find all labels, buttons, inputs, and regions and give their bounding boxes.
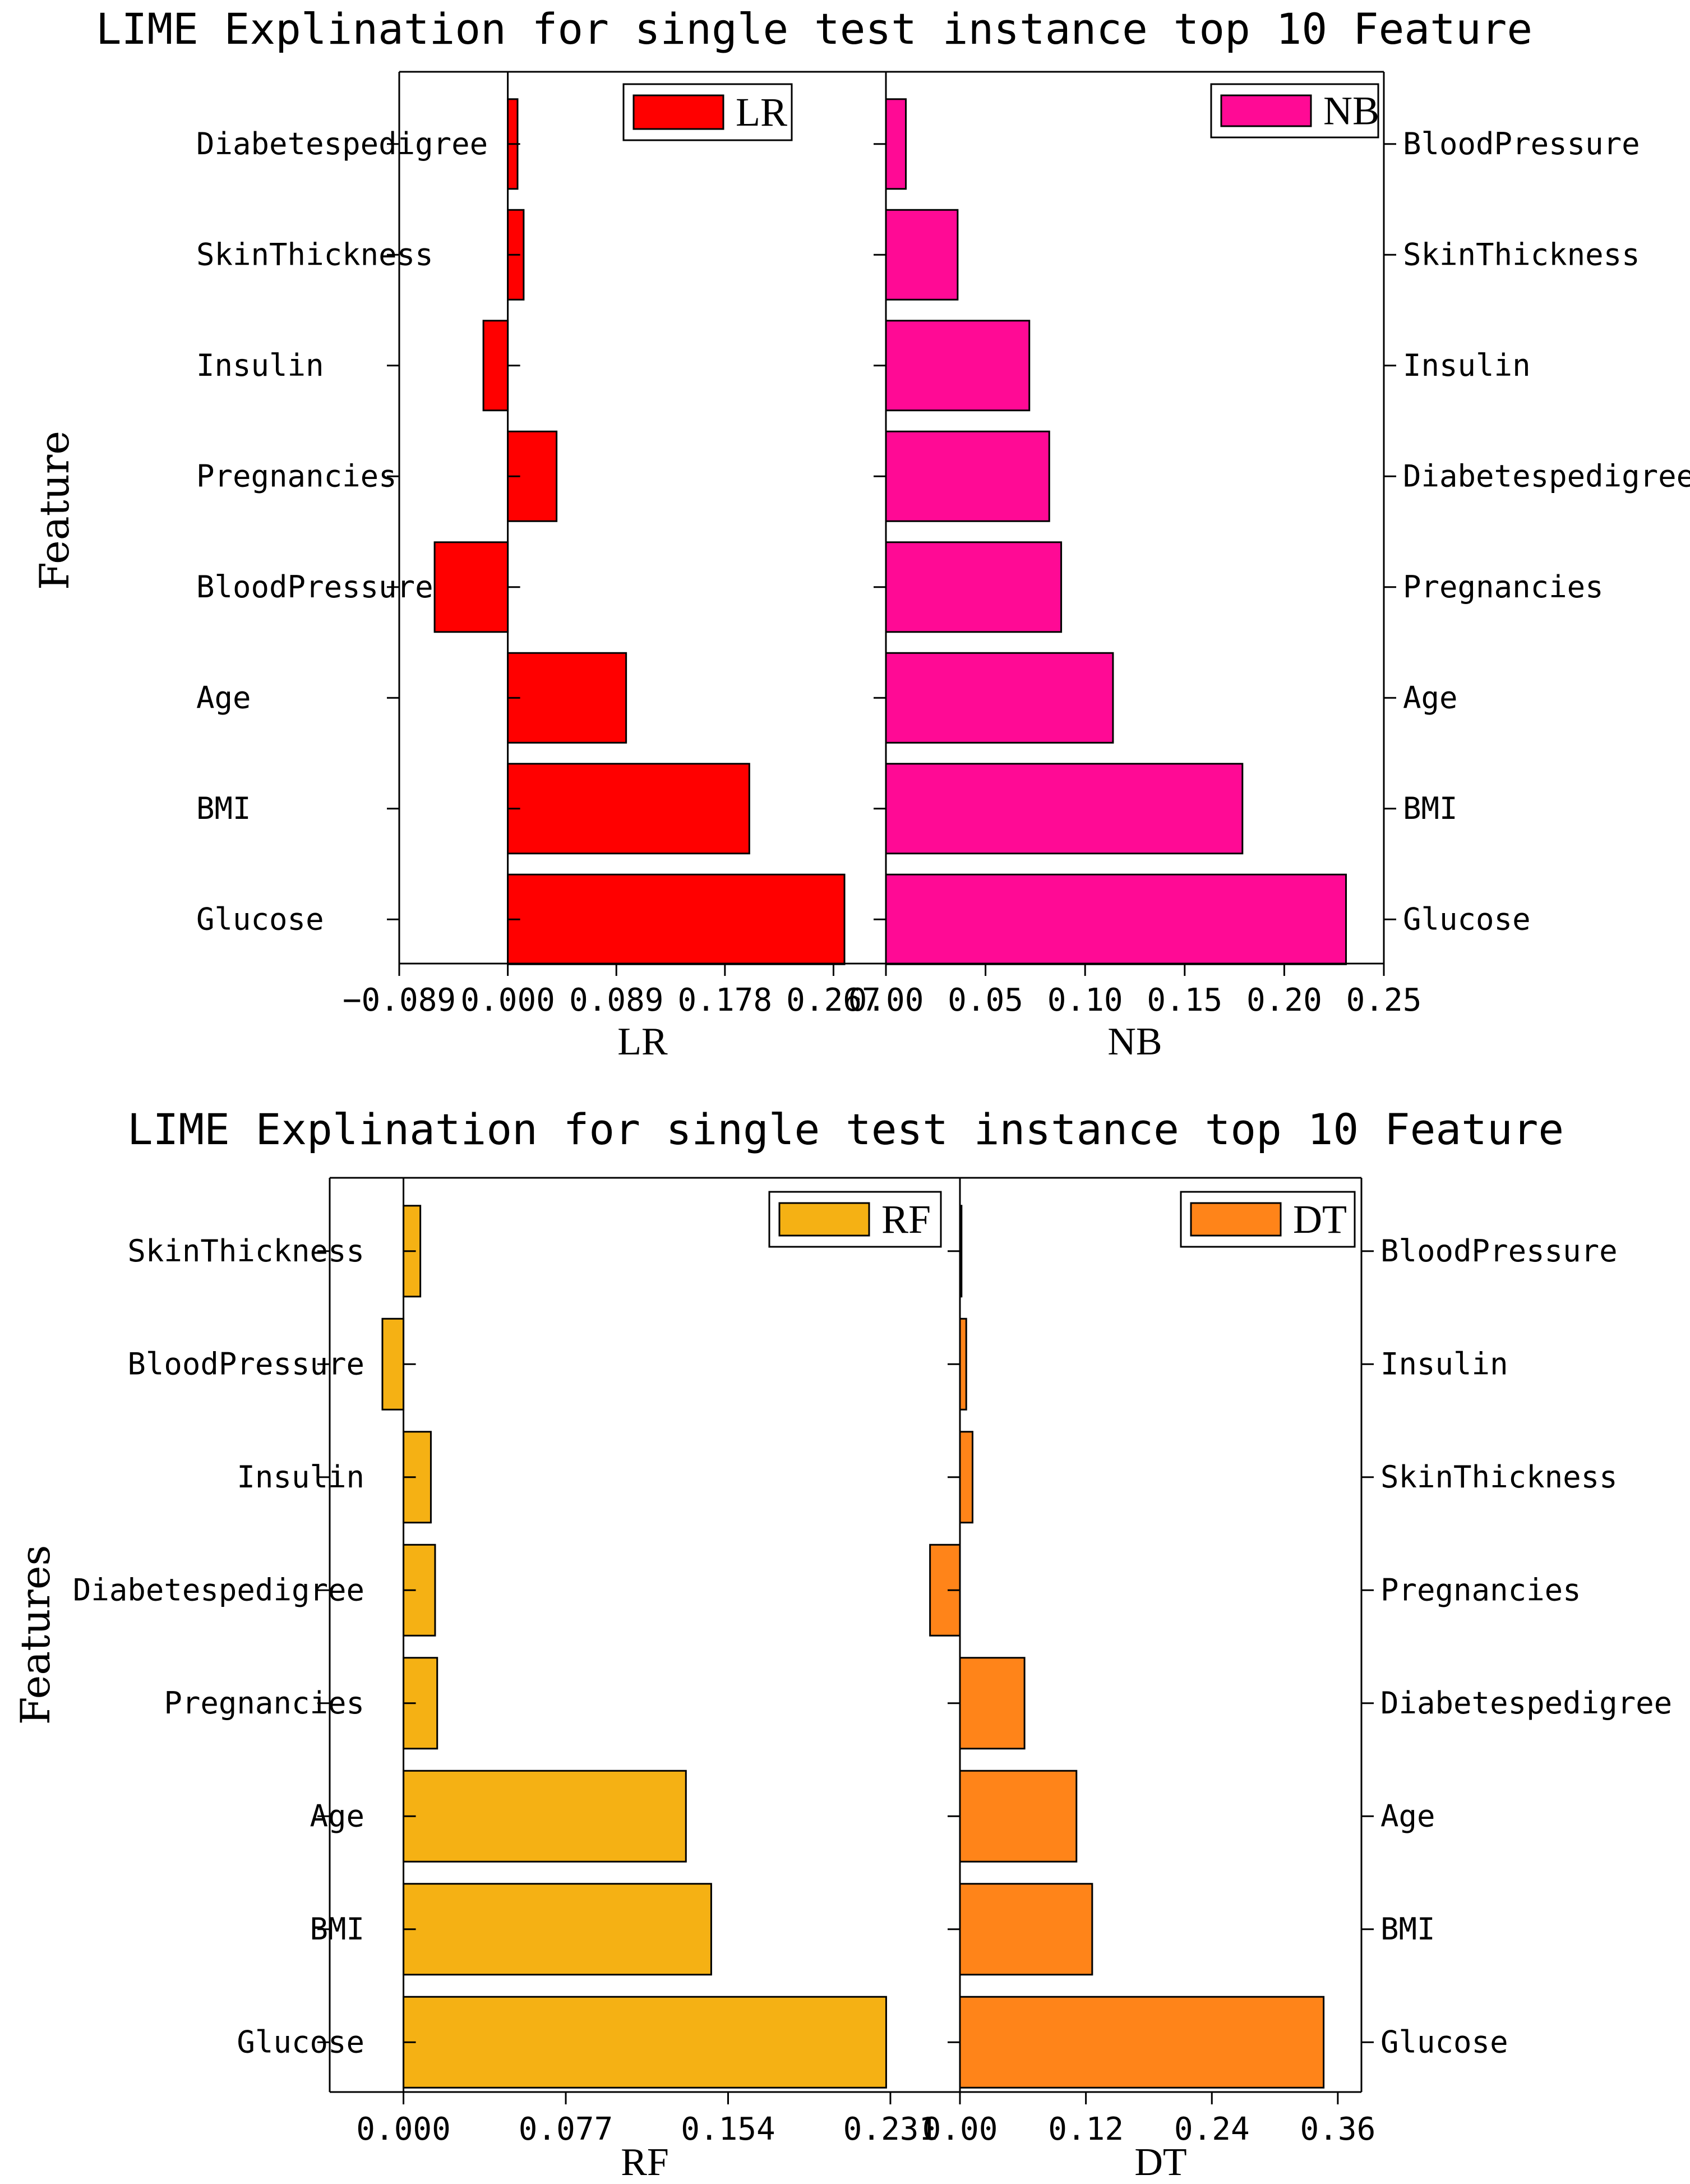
bar-nb-glucose: [885, 873, 1347, 965]
x-tick-label: 0.15: [1147, 982, 1222, 1019]
category-label: Age: [196, 680, 251, 715]
bar-dt-insulin: [959, 1317, 967, 1411]
category-label: Diabetespedigree: [73, 1572, 364, 1607]
category-label: Diabetespedigree: [1403, 458, 1690, 494]
category-label: SkinThickness: [1403, 237, 1640, 272]
category-label: Age: [1403, 680, 1458, 715]
bar-nb-bloodpressure: [885, 98, 907, 190]
legend-rf: RF: [768, 1191, 942, 1248]
bar-dt-glucose: [959, 1996, 1325, 2089]
x-tick-label: 0.154: [681, 2111, 775, 2148]
bar-rf-bloodpressure: [381, 1317, 405, 1411]
category-label: Pregnancies: [164, 1685, 364, 1721]
legend-label: NB: [1323, 89, 1379, 133]
x-tick-label: 0.000: [356, 2111, 451, 2148]
legend-swatch: [1190, 1202, 1282, 1237]
bar-nb-bmi: [885, 763, 1244, 855]
x-tick-label: 0.077: [519, 2111, 613, 2148]
bar-lr-bmi: [507, 763, 750, 855]
bar-nb-skinthickness: [885, 209, 959, 301]
bar-nb-insulin: [885, 320, 1031, 412]
category-label: Glucose: [237, 2024, 364, 2059]
category-label: Insulin: [196, 348, 324, 383]
category-label: Pregnancies: [1403, 569, 1604, 605]
bar-rf-glucose: [403, 1996, 887, 2089]
x-axis-label: RF: [621, 2141, 669, 2184]
bar-dt-age: [959, 1770, 1078, 1863]
category-label: BloodPressure: [1403, 126, 1640, 162]
x-axis-label: NB: [1107, 1020, 1162, 1063]
legend-label: LR: [736, 90, 787, 135]
x-axis-label: DT: [1134, 2141, 1186, 2184]
category-label: Insulin: [1380, 1346, 1508, 1381]
category-label: SkinThickness: [1380, 1459, 1618, 1495]
category-label: Glucose: [1380, 2024, 1508, 2059]
figure-title-top: LIME Explination for single test instanc…: [96, 4, 1532, 54]
bar-lr-age: [507, 652, 627, 744]
bar-nb-age: [885, 652, 1114, 744]
category-label: Diabetespedigree: [196, 126, 488, 162]
category-label: Glucose: [1403, 901, 1531, 937]
category-label: BloodPressure: [1380, 1233, 1618, 1269]
legend-nb: NB: [1210, 83, 1379, 139]
bar-lr-insulin: [482, 320, 509, 412]
x-tick-label: 0.24: [1174, 2111, 1250, 2148]
figure-title-bottom: LIME Explination for single test instanc…: [127, 1104, 1564, 1154]
x-tick-label: 0.05: [948, 982, 1023, 1019]
y-axis-title-bottom: Features: [12, 1545, 59, 1725]
category-label: Insulin: [237, 1459, 364, 1495]
bar-rf-bmi: [403, 1883, 712, 1976]
legend-swatch: [778, 1202, 870, 1237]
y-axis-title-top: Feature: [31, 431, 78, 590]
category-label: Diabetespedigree: [1380, 1685, 1672, 1721]
category-label: Glucose: [196, 901, 324, 937]
x-tick-label: 0.20: [1246, 982, 1322, 1019]
bar-dt-bmi: [959, 1883, 1093, 1976]
x-tick-label: 0.231: [843, 2111, 938, 2148]
x-tick-label: 0.000: [460, 982, 555, 1019]
x-tick-label: 0.00: [848, 982, 924, 1019]
x-tick-label: 0.10: [1047, 982, 1123, 1019]
legend-swatch: [632, 94, 724, 130]
x-tick-label: 0.12: [1048, 2111, 1124, 2148]
legend-swatch: [1220, 94, 1312, 127]
legend-lr: LR: [622, 83, 793, 141]
x-tick-label: −0.089: [343, 982, 456, 1019]
x-tick-label: 0.25: [1346, 982, 1422, 1019]
bar-nb-diabetespedigree: [885, 430, 1050, 522]
bar-nb-pregnancies: [885, 541, 1063, 633]
panel-dt: BloodPressure Insulin SkinThickness Pregnan…: [922, 1177, 1672, 2184]
bar-dt-skinthickness: [959, 1431, 973, 1524]
category-label: Age: [1380, 1798, 1435, 1833]
legend-label: DT: [1293, 1197, 1347, 1242]
category-label: Pregnancies: [1380, 1572, 1581, 1607]
category-label: Pregnancies: [196, 458, 397, 494]
category-label: BMI: [1403, 791, 1458, 826]
x-tick-label: 0.178: [678, 982, 773, 1019]
panel-nb: BloodPressure SkinThickness Insulin Diabete…: [848, 71, 1690, 1063]
bar-rf-age: [403, 1770, 687, 1863]
x-tick-label: 0.36: [1300, 2111, 1375, 2148]
bar-lr-bloodpressure: [433, 541, 509, 633]
legend-dt: DT: [1180, 1191, 1356, 1248]
x-tick-label: 0.00: [922, 2111, 998, 2148]
category-label: Insulin: [1403, 348, 1531, 383]
x-axis-label: LR: [617, 1020, 668, 1063]
x-tick-label: 0.089: [569, 982, 664, 1019]
bar-dt-diabetespedigree: [959, 1657, 1026, 1750]
panel-lr: DiabetespedigreeSkinThicknessInsulinPreg…: [196, 71, 886, 1063]
bar-lr-glucose: [507, 873, 846, 965]
category-label: BMI: [196, 791, 251, 826]
category-label: BMI: [1380, 1911, 1435, 1947]
panel-rf: SkinThicknessBloodPressureInsulinDiabete…: [73, 1177, 960, 2184]
legend-label: RF: [881, 1197, 931, 1242]
x-tick-label: 0.267: [786, 982, 881, 1019]
